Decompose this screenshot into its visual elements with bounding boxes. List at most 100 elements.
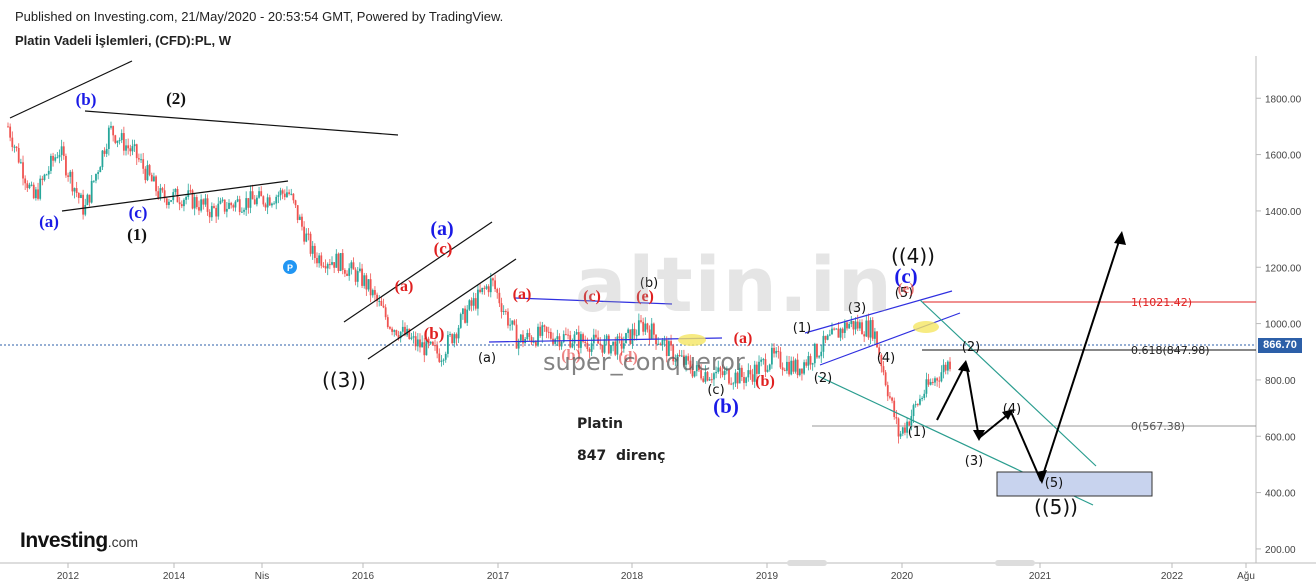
candle-body [884,372,887,386]
candle-body [710,379,713,381]
candle-body [311,245,314,254]
wave-label: (b) [424,324,445,343]
x-tick-label: 2021 [1029,571,1052,582]
wave-label: (e) [898,281,915,297]
candle-body [335,253,338,268]
candle-body [672,345,675,362]
candle-body [135,144,138,159]
candle-body [474,298,477,309]
candle-body [547,331,550,333]
candle-body [584,341,587,343]
wave-label: (1) [793,321,811,336]
candle-body [513,320,516,325]
candle-body [163,190,166,199]
candle-body [612,341,615,346]
candle-body [786,361,788,371]
candle-body [95,173,97,181]
candle-body [938,380,941,382]
investing-logo[interactable]: Investing.com [20,529,138,553]
candle-body [676,355,679,361]
candle-body [213,206,215,208]
brand-name: Investing [20,529,108,552]
candle-body [429,341,432,344]
candle-body [191,190,194,209]
wave-label: (a) [734,330,753,347]
candle-body [770,347,773,365]
candle-body [401,326,404,332]
candle-body [670,341,672,346]
candle-body [944,364,947,371]
wave-label: (b) [640,276,658,291]
candle-body [899,433,902,437]
candle-body [610,345,612,354]
candle-body [462,308,464,315]
candle-body [646,323,649,330]
wave-label: (d) [618,349,638,366]
candle-body [410,337,413,339]
candle-body [73,188,76,192]
x-tick-label: 2017 [487,571,510,582]
candle-body [185,196,188,200]
candle-body [719,367,722,372]
candle-body [683,355,685,365]
candle-body [691,370,694,377]
candle-body [796,359,799,376]
arrowheads [958,231,1126,484]
platin-note: Platin [577,416,623,432]
candle-body [84,204,87,215]
candle-body [200,199,203,211]
wave-label: (a) [513,286,532,303]
candle-body [820,351,823,357]
candle-body [805,362,808,366]
candle-body [189,190,192,192]
scrollbar-handle[interactable] [995,560,1035,566]
candle-body [122,133,125,151]
candle-body [236,199,239,202]
candle-body [781,367,784,370]
chart-header: Published on Investing.com, 21/May/2020 … [0,0,1316,56]
candle-body [758,361,760,374]
candle-body [204,198,207,205]
candle-body [67,175,69,177]
candle-body [595,334,597,338]
y-tick-label: 1600.00 [1265,151,1302,162]
candle-body [481,287,484,293]
candle-body [687,356,690,361]
wave-label: (1) [127,225,147,244]
candle-body [112,126,115,136]
candle-body [601,344,604,353]
candle-body [168,201,170,206]
candle-body [569,335,572,348]
arrowhead-5 [1114,231,1126,245]
candle-body [811,363,814,365]
candle-body [318,255,321,264]
candle-body [298,216,301,220]
candle-body [831,328,833,335]
x-tick-label: 2016 [352,571,375,582]
p-marker-icon[interactable] [283,260,297,274]
candle-body [90,180,93,203]
candle-body [813,343,816,364]
wave-label: (c) [583,288,601,305]
candle-body [635,335,638,337]
wave-label: (4) [1003,402,1021,417]
wave-label: (a) [478,351,496,366]
wave-label: (2) [962,340,980,355]
scrollbar-handle[interactable] [787,560,827,566]
trendline-2 [84,110,399,136]
wave-label: (c) [707,383,724,398]
candle-body [444,353,447,360]
candle-body [689,360,692,371]
candle-body [103,150,106,154]
candle-body [7,126,9,128]
candle-body [532,341,535,343]
candle-body [45,174,48,176]
candle-body [693,371,696,377]
candle-body [511,320,514,325]
candle-body [893,400,896,417]
candle-body [942,364,945,373]
candle-body [389,327,391,329]
candle-body [453,334,456,344]
candle-body [880,355,883,367]
